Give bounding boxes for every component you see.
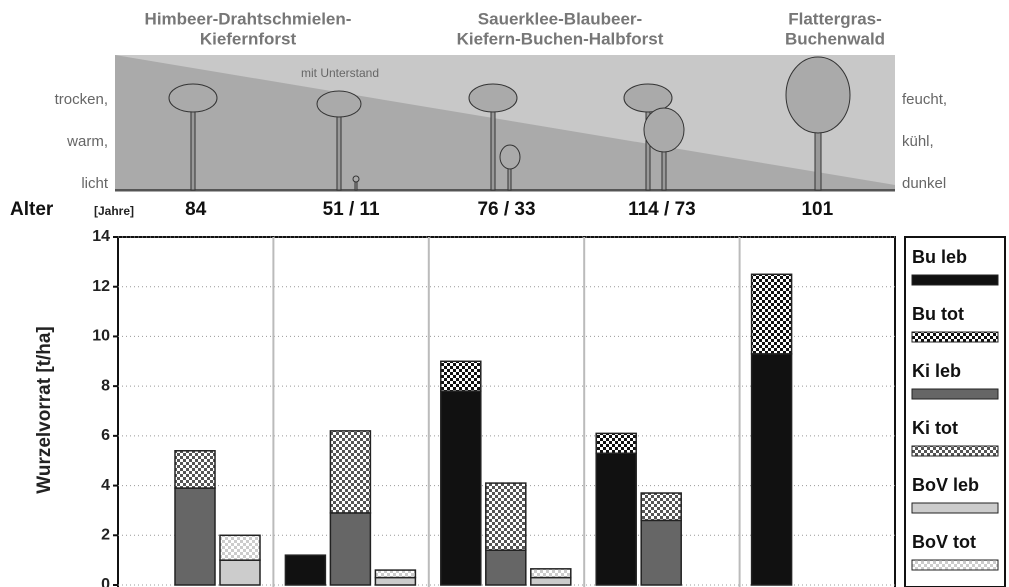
legend-label: BoV leb <box>912 475 979 495</box>
bar-segment <box>440 390 482 586</box>
bar-segment <box>485 549 527 586</box>
legend-swatch <box>911 559 999 571</box>
stand-name: Kiefern-Buchen-Halbforst <box>457 29 664 48</box>
y-tick-label: 0 <box>101 576 110 587</box>
legend-label: Ki tot <box>912 418 958 438</box>
bar-segment <box>485 482 527 551</box>
y-axis-label: Wurzelvorrat [t/ha] <box>34 326 55 494</box>
y-tick-label: 8 <box>101 377 110 394</box>
stand-name: Kiefernforst <box>200 29 297 48</box>
stand-name: Sauerklee-Blaubeer- <box>478 9 642 28</box>
age-label: Alter <box>10 199 54 220</box>
light-area <box>115 55 895 185</box>
stand-name: Buchenwald <box>785 29 885 48</box>
bar-segment <box>329 512 372 586</box>
legend-label: Ki leb <box>912 361 961 381</box>
bar-segment <box>374 576 417 586</box>
left-label: trocken, <box>55 91 108 108</box>
bar-segment <box>219 559 261 586</box>
legend-swatch <box>911 331 999 343</box>
annotation: mit Unterstand <box>301 66 379 80</box>
legend-swatch <box>911 502 999 514</box>
right-label: dunkel <box>902 175 946 192</box>
y-tick-label: 12 <box>92 278 110 295</box>
y-tick-label: 4 <box>101 477 110 494</box>
x-category-label: 76 / 33 <box>477 199 535 220</box>
bar-segment <box>174 487 216 586</box>
bar-segment <box>595 452 637 586</box>
bar-segment <box>440 360 482 392</box>
age-unit: [Jahre] <box>94 204 134 218</box>
legend-swatch <box>911 445 999 457</box>
legend-swatch <box>911 388 999 400</box>
bar-segment <box>174 450 216 489</box>
bar-segment <box>530 576 572 586</box>
right-label: kühl, <box>902 133 934 150</box>
y-tick-label: 14 <box>92 228 110 245</box>
legend-label: Bu leb <box>912 247 967 267</box>
left-label: warm, <box>66 133 108 150</box>
bar-segment <box>750 353 793 586</box>
y-tick-label: 10 <box>92 328 110 345</box>
x-category-label: 101 <box>801 199 833 220</box>
x-category-label: 114 / 73 <box>628 199 696 220</box>
stand-name: Flattergras- <box>788 9 882 28</box>
x-category-label: 84 <box>185 199 207 220</box>
bar-segment <box>219 534 261 561</box>
right-label: feucht, <box>902 91 947 108</box>
y-tick-label: 2 <box>101 527 110 544</box>
legend-swatch <box>911 274 999 286</box>
bar-segment <box>595 432 637 455</box>
bar-segment <box>284 554 327 586</box>
left-label: licht <box>81 175 109 192</box>
bar-segment <box>530 568 572 579</box>
legend-label: BoV tot <box>912 532 976 552</box>
bar-segment <box>750 273 793 355</box>
bar-segment <box>374 569 417 579</box>
x-category-label: 51 / 11 <box>323 199 380 220</box>
bar-segment <box>640 519 682 586</box>
legend-frame <box>904 236 1006 587</box>
y-tick-label: 6 <box>101 427 110 444</box>
legend-label: Bu tot <box>912 304 964 324</box>
bar-segment <box>329 430 372 514</box>
bar-segment <box>640 492 682 522</box>
tree-drawings <box>168 56 851 191</box>
stand-name: Himbeer-Drahtschmielen- <box>145 9 352 28</box>
